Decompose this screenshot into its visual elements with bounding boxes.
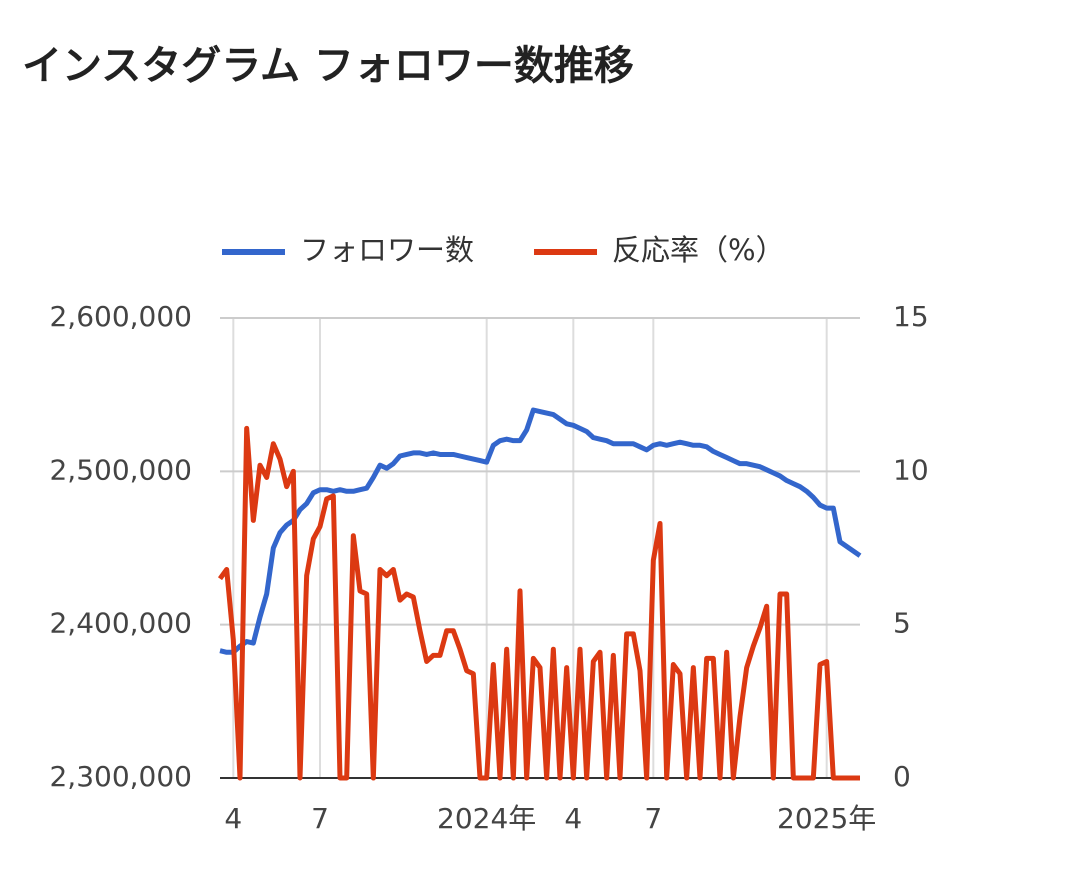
y-tick-label: 2,600,000 [49, 300, 192, 333]
x-tick-label: 4 [224, 802, 242, 835]
y-tick-label: 2,500,000 [49, 453, 192, 486]
y2-tick-label: 5 [893, 607, 911, 640]
y2-tick-label: 10 [893, 453, 929, 486]
legend-label: 反応率（%） [612, 233, 785, 267]
chart-title: インスタグラム フォロワー数推移 [22, 43, 634, 89]
x-tick-label: 7 [644, 802, 662, 835]
series-line [219, 407, 862, 655]
y2-tick-label: 0 [893, 760, 911, 793]
legend-label: フォロワー数 [300, 233, 474, 267]
y-tick-label: 2,400,000 [49, 607, 192, 640]
series-line [217, 425, 860, 781]
y2-tick-label: 15 [893, 300, 929, 333]
y-tick-label: 2,300,000 [49, 760, 192, 793]
x-tick-label: 2024年 [437, 802, 536, 835]
x-tick-label: 2025年 [777, 802, 876, 835]
x-tick-label: 4 [564, 802, 582, 835]
x-tick-label: 7 [311, 802, 329, 835]
